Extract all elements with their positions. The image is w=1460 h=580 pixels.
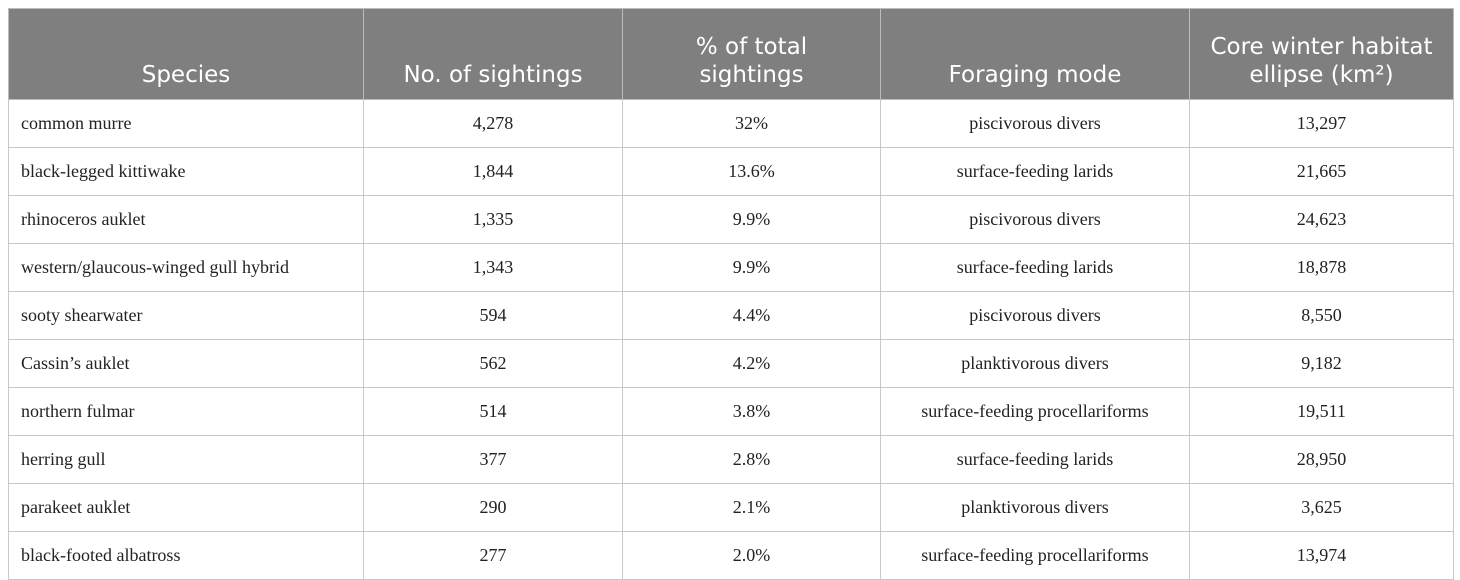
table-cell: piscivorous divers: [880, 99, 1190, 148]
header-text: Foraging mode: [948, 62, 1122, 88]
table-cell: rhinoceros auklet: [8, 195, 364, 244]
table-cell: 594: [363, 291, 623, 340]
table-row: Cassin’s auklet 562 4.2% planktivorous dive…: [8, 339, 1454, 388]
table-cell: 3.8%: [622, 387, 881, 436]
table-cell: 562: [363, 339, 623, 388]
header-cell: No. of sightings: [363, 8, 623, 100]
table-cell: surface-feeding larids: [880, 243, 1190, 292]
table-cell: 277: [363, 531, 623, 580]
table-cell: common murre: [8, 99, 364, 148]
table-cell: planktivorous divers: [880, 483, 1190, 532]
table-cell: black-footed albatross: [8, 531, 364, 580]
header-text: % of total sightings: [695, 34, 808, 88]
table-cell: parakeet auklet: [8, 483, 364, 532]
header-cell: Species: [8, 8, 364, 100]
table-cell: Cassin’s auklet: [8, 339, 364, 388]
table-cell: 9.9%: [622, 243, 881, 292]
table-cell: 13.6%: [622, 147, 881, 196]
table-row: common murre 4,278 32% piscivorous divers 13…: [8, 99, 1454, 148]
table-cell: planktivorous divers: [880, 339, 1190, 388]
table-cell: northern fulmar: [8, 387, 364, 436]
table-cell: 19,511: [1189, 387, 1454, 436]
table-cell: surface-feeding larids: [880, 147, 1190, 196]
table-cell: 8,550: [1189, 291, 1454, 340]
table-cell: 13,297: [1189, 99, 1454, 148]
header-text: Species: [141, 62, 231, 88]
table-cell: 290: [363, 483, 623, 532]
table-cell: piscivorous divers: [880, 195, 1190, 244]
header-text: Core winter habitat ellipse (km²): [1210, 34, 1433, 88]
table-cell: 28,950: [1189, 435, 1454, 484]
table-cell: 4.4%: [622, 291, 881, 340]
table-cell: 2.8%: [622, 435, 881, 484]
header-cell: Foraging mode: [880, 8, 1190, 100]
table-cell: 18,878: [1189, 243, 1454, 292]
table-cell: piscivorous divers: [880, 291, 1190, 340]
table-cell: 1,335: [363, 195, 623, 244]
table-cell: 2.0%: [622, 531, 881, 580]
table-cell: 9,182: [1189, 339, 1454, 388]
table-row: parakeet auklet 290 2.1% planktivorous dive…: [8, 483, 1454, 532]
header-text: No. of sightings: [403, 62, 583, 88]
table-row: herring gull 377 2.8% surface-feeding larid…: [8, 435, 1454, 484]
data-table: Species No. of sightings % of total sighti…: [8, 8, 1454, 580]
table-cell: surface-feeding larids: [880, 435, 1190, 484]
table-cell: herring gull: [8, 435, 364, 484]
header-cell: Core winter habitat ellipse (km²): [1189, 8, 1454, 100]
table-body: common murre 4,278 32% piscivorous divers 13…: [8, 99, 1454, 580]
table-cell: 514: [363, 387, 623, 436]
table-cell: 24,623: [1189, 195, 1454, 244]
table-cell: 21,665: [1189, 147, 1454, 196]
table-cell: 1,844: [363, 147, 623, 196]
table-cell: 2.1%: [622, 483, 881, 532]
table-cell: 4.2%: [622, 339, 881, 388]
header-row: Species No. of sightings % of total sighti…: [8, 8, 1454, 100]
table-row: northern fulmar 514 3.8% surface-feeding pr…: [8, 387, 1454, 436]
header-cell: % of total sightings: [622, 8, 881, 100]
table-cell: 9.9%: [622, 195, 881, 244]
table-cell: sooty shearwater: [8, 291, 364, 340]
table-cell: 3,625: [1189, 483, 1454, 532]
table-row: sooty shearwater 594 4.4% piscivorous diver…: [8, 291, 1454, 340]
table-cell: 32%: [622, 99, 881, 148]
table-cell: 4,278: [363, 99, 623, 148]
table-cell: surface-feeding procellariforms: [880, 531, 1190, 580]
table-row: black-legged kittiwake 1,844 13.6% surface-…: [8, 147, 1454, 196]
table-cell: surface-feeding procellariforms: [880, 387, 1190, 436]
table-cell: black-legged kittiwake: [8, 147, 364, 196]
table-row: western/glaucous-winged gull hybrid 1,343…: [8, 243, 1454, 292]
table-row: black-footed albatross 277 2.0% surface-fee…: [8, 531, 1454, 580]
table-cell: 13,974: [1189, 531, 1454, 580]
table-cell: 1,343: [363, 243, 623, 292]
table-row: rhinoceros auklet 1,335 9.9% piscivorous di…: [8, 195, 1454, 244]
table-cell: western/glaucous-winged gull hybrid: [8, 243, 364, 292]
table-cell: 377: [363, 435, 623, 484]
